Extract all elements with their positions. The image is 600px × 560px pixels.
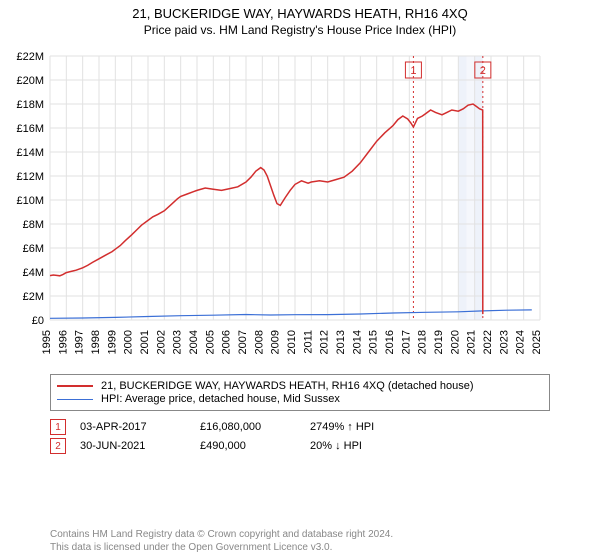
svg-text:£12M: £12M [16,171,44,183]
x-axis-year: 1995 [41,330,53,354]
x-axis-year: 2002 [155,330,167,354]
svg-text:£8M: £8M [23,219,44,231]
x-axis-year: 2001 [139,330,151,354]
event-price: £490,000 [200,440,310,452]
event-date: 03-APR-2017 [80,421,200,433]
event-row: 2 30-JUN-2021£490,00020% ↓ HPI [50,438,550,454]
event-pct: 2749% ↑ HPI [310,421,374,433]
x-axis-year: 2022 [482,330,494,354]
svg-text:£0: £0 [32,315,44,327]
x-axis-year: 1998 [90,330,102,354]
legend-label-hpi: HPI: Average price, detached house, Mid … [101,393,340,405]
footer-line-1: Contains HM Land Registry data © Crown c… [50,528,550,541]
footer-line-2: This data is licensed under the Open Gov… [50,541,550,554]
x-axis-year: 2009 [270,330,282,354]
x-axis-year: 2003 [172,330,184,354]
svg-text:£18M: £18M [16,99,44,111]
x-axis-year: 2005 [204,330,216,354]
legend-item-property: 21, BUCKERIDGE WAY, HAYWARDS HEATH, RH16… [57,380,543,392]
x-axis-year: 2007 [237,330,249,354]
x-axis-year: 2006 [221,330,233,354]
x-axis-year: 2010 [286,330,298,354]
footer: Contains HM Land Registry data © Crown c… [50,528,550,554]
legend-label-property: 21, BUCKERIDGE WAY, HAYWARDS HEATH, RH16… [101,380,474,392]
x-axis-year: 2008 [253,330,265,354]
svg-text:1: 1 [410,65,416,77]
title-line-2: Price paid vs. HM Land Registry's House … [0,23,600,37]
event-row: 1 03-APR-2017£16,080,0002749% ↑ HPI [50,419,550,435]
title-line-1: 21, BUCKERIDGE WAY, HAYWARDS HEATH, RH16… [0,6,600,21]
x-axis-year: 1996 [57,330,69,354]
event-pct: 20% ↓ HPI [310,440,362,452]
legend: 21, BUCKERIDGE WAY, HAYWARDS HEATH, RH16… [50,374,550,411]
x-axis-year: 2014 [351,330,363,354]
x-axis-year: 1997 [74,330,86,354]
legend-swatch-hpi [57,399,93,400]
x-axis-year: 2004 [188,330,200,354]
x-axis-year: 1999 [106,330,118,354]
event-flag: 1 [50,419,66,435]
x-axis-year: 2017 [400,330,412,354]
x-axis-year: 2016 [384,330,396,354]
x-axis-year: 2013 [335,330,347,354]
x-axis-year: 2011 [302,330,314,354]
x-axis-year: 2024 [515,330,527,354]
x-axis-year: 2021 [466,330,478,354]
svg-text:£16M: £16M [16,123,44,135]
x-axis-year: 2015 [368,330,380,354]
svg-text:2: 2 [480,65,486,77]
event-price: £16,080,000 [200,421,310,433]
svg-text:£20M: £20M [16,75,44,87]
svg-text:£10M: £10M [16,195,44,207]
x-axis-year: 2020 [449,330,461,354]
legend-swatch-property [57,385,93,387]
event-date: 30-JUN-2021 [80,440,200,452]
event-flag: 2 [50,438,66,454]
svg-text:£22M: £22M [16,51,44,63]
svg-text:£6M: £6M [23,243,44,255]
svg-text:£14M: £14M [16,147,44,159]
legend-item-hpi: HPI: Average price, detached house, Mid … [57,393,543,405]
svg-text:£4M: £4M [23,267,44,279]
x-axis-year: 2023 [498,330,510,354]
svg-text:£2M: £2M [23,291,44,303]
x-axis-year: 2019 [433,330,445,354]
x-axis-year: 2000 [123,330,135,354]
x-axis-year: 2018 [417,330,429,354]
x-axis-year: 2025 [531,330,543,354]
price-chart: £0 £2M £4M £6M £8M £10M £12M £14M £16M £18M £20M £2… [0,48,560,378]
events-table: 1 03-APR-2017£16,080,0002749% ↑ HPI 2 30-JU… [50,416,550,457]
legend-box: 21, BUCKERIDGE WAY, HAYWARDS HEATH, RH16… [50,374,550,411]
x-axis-year: 2012 [319,330,331,354]
